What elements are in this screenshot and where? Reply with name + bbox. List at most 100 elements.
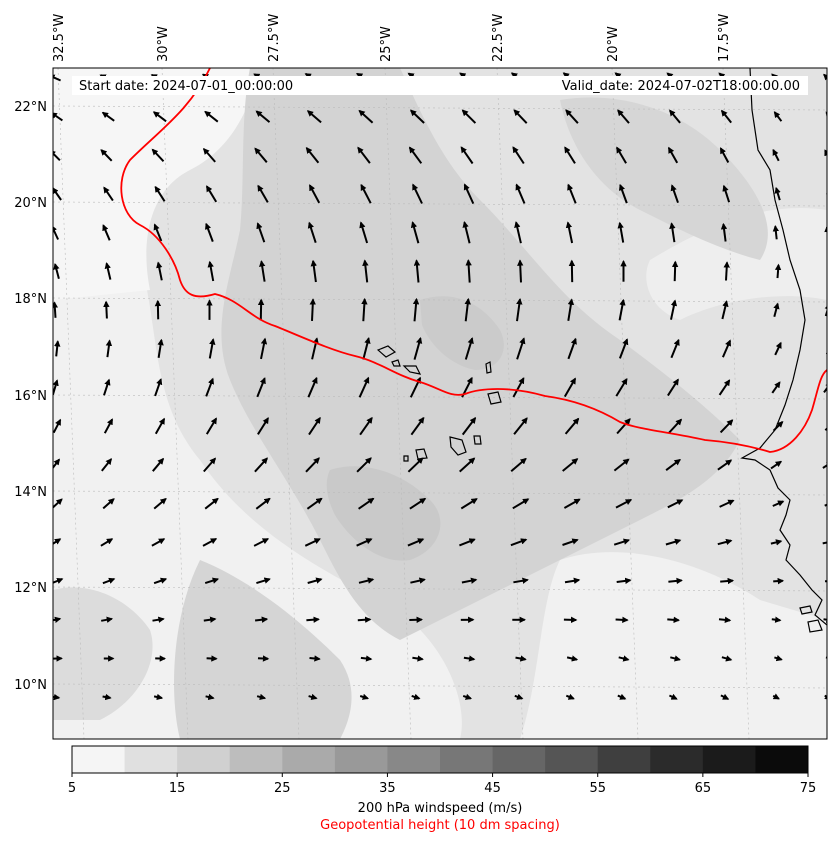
wind-arrow — [412, 297, 420, 322]
wind-arrow — [356, 457, 372, 473]
longitude-label: 22.5°W — [491, 14, 506, 62]
colorbar-bin — [545, 746, 599, 773]
geopotential-contour — [120, 68, 827, 453]
wind-arrow — [152, 457, 165, 472]
wind-arrow — [307, 376, 318, 398]
colorbar — [72, 746, 809, 773]
wind-arrow — [772, 225, 780, 240]
parallel-line — [53, 683, 827, 689]
shade-light-nw — [53, 68, 260, 300]
wind-arrow — [154, 185, 166, 202]
wind-arrow — [515, 183, 526, 204]
wind-arrow — [566, 655, 579, 662]
wind-arrow — [305, 457, 320, 473]
wind-arrow — [671, 260, 679, 282]
wind-arrow — [562, 458, 579, 472]
wind-arrow — [407, 538, 425, 547]
wind-arrow — [154, 417, 166, 435]
shade-light-se — [520, 552, 827, 739]
colorbar-tick-labels: 5 15 25 35 45 55 65 75 — [68, 773, 816, 796]
wind-arrow — [668, 693, 678, 700]
wind-arrow — [717, 538, 733, 546]
parallel-line — [53, 490, 827, 496]
wind-arrow — [668, 577, 683, 585]
island-santiago — [449, 436, 467, 456]
wind-arrow — [617, 221, 625, 243]
wind-arrow — [408, 146, 423, 164]
date-info-box — [72, 76, 808, 95]
wind-arrow — [257, 655, 270, 662]
wind-arrow — [667, 378, 679, 397]
shade-mid-east — [560, 97, 768, 260]
wind-arrow — [257, 417, 269, 435]
wind-arrow — [407, 457, 424, 473]
shade-light-east — [646, 208, 827, 320]
valid-date-text: Valid_date: 2024-07-02T18:00:00.00 — [562, 79, 800, 94]
coastlines — [376, 68, 827, 633]
wind-arrow — [358, 376, 370, 398]
wind-arrow — [772, 693, 780, 700]
wind-arrow — [618, 298, 626, 321]
wind-arrow — [510, 457, 527, 473]
wind-arrow — [771, 616, 782, 623]
colorbar-bin — [229, 746, 283, 773]
wind-arrow — [53, 538, 62, 545]
wind-arrow — [260, 337, 268, 360]
wind-arrow — [772, 500, 785, 507]
wind-arrow — [254, 147, 268, 163]
wind-arrow — [202, 147, 216, 163]
wind-arrow — [770, 539, 783, 546]
wind-arrow — [459, 538, 476, 547]
wind-arrow — [410, 221, 420, 244]
wind-arrow — [617, 109, 630, 124]
wind-arrow — [464, 337, 474, 360]
wind-arrow — [772, 148, 780, 162]
wind-arrow — [153, 577, 168, 585]
wind-arrow — [253, 538, 270, 547]
wind-arrow — [100, 149, 113, 162]
parallel-line — [53, 394, 827, 400]
wind-arrow — [617, 693, 627, 700]
latitude-label: 10°N — [14, 678, 47, 693]
wind-arrow — [308, 693, 318, 700]
colorbar-tick-label: 5 — [68, 781, 76, 796]
shade-dark-core2 — [420, 296, 504, 370]
colorbar-bin — [440, 746, 494, 773]
wind-arrow — [565, 693, 575, 700]
wind-arrow — [465, 259, 472, 283]
wind-arrow — [510, 538, 528, 547]
wind-arrow — [202, 538, 218, 547]
wind-arrow — [824, 303, 827, 317]
wind-arrow — [53, 301, 59, 318]
wind-arrow — [665, 459, 681, 471]
meridian-line — [161, 68, 189, 739]
wind-arrow — [773, 111, 783, 122]
wind-arrow — [773, 577, 785, 585]
wind-arrow — [362, 337, 371, 360]
parallel-line — [53, 586, 827, 592]
wind-arrow — [721, 109, 732, 124]
wind-arrow — [358, 497, 375, 510]
wind-arrow — [718, 616, 732, 624]
wind-arrow — [358, 577, 375, 584]
latitude-label: 20°N — [14, 196, 47, 211]
coast-bijagos — [799, 605, 813, 615]
island-sao-nicolau — [402, 365, 422, 375]
wind-arrow — [667, 616, 680, 624]
wind-arrow — [668, 418, 683, 434]
wind-arrow — [358, 109, 374, 124]
wind-arrow — [307, 221, 317, 244]
wind-arrow — [53, 577, 64, 584]
wind-arrow — [822, 461, 827, 469]
wind-arrow — [517, 259, 524, 283]
wind-arrow — [563, 498, 581, 509]
parallel-line — [53, 297, 827, 303]
wind-arrow — [304, 538, 321, 547]
wind-arrow — [100, 538, 114, 547]
wind-arrow — [516, 337, 526, 360]
wind-arrow — [360, 183, 372, 204]
meridian-line — [384, 68, 412, 739]
wind-arrow — [101, 616, 114, 623]
wind-arrow — [462, 693, 473, 700]
wind-arrow — [515, 655, 527, 662]
